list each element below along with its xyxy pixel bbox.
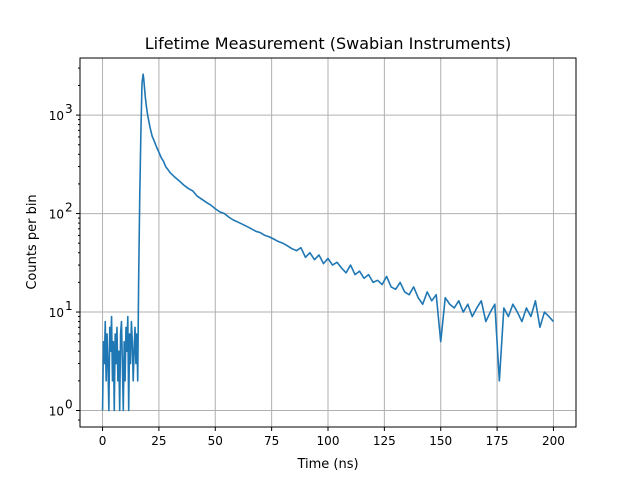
series-line-0 [101,73,555,412]
y-tick-label: 10 [49,306,64,320]
y-tick-exponent: 0 [65,398,73,412]
y-tick-base: 10 [49,208,64,222]
y-axis-label: Counts per bin [25,194,40,289]
chart-title: Lifetime Measurement (Swabian Instrument… [145,34,512,53]
x-tick-label: 200 [542,434,565,448]
y-tick-label: 10 [49,405,64,419]
x-axis-label: Time (ns) [296,457,358,472]
y-tick-base: 10 [49,405,64,419]
y-tick-label: 10 [49,208,64,222]
x-tick-label: 75 [264,434,279,448]
y-tick-base: 10 [49,306,64,320]
grid [80,58,576,427]
x-axis-ticks: 0 25 50 75 100 125 150 175 200 [99,427,565,448]
x-tick-label: 175 [486,434,509,448]
x-tick-label: 0 [99,434,107,448]
y-tick-label: 10 [49,109,64,123]
x-tick-label: 125 [373,434,396,448]
y-tick-exponent: 2 [65,201,73,215]
y-tick-base: 10 [49,109,64,123]
x-tick-label: 25 [151,434,166,448]
series-layer [101,73,555,412]
x-tick-label: 50 [208,434,223,448]
y-tick-exponent: 3 [65,102,73,116]
y-tick-exponent: 1 [65,299,73,313]
x-tick-label: 100 [317,434,340,448]
x-tick-label: 150 [429,434,452,448]
